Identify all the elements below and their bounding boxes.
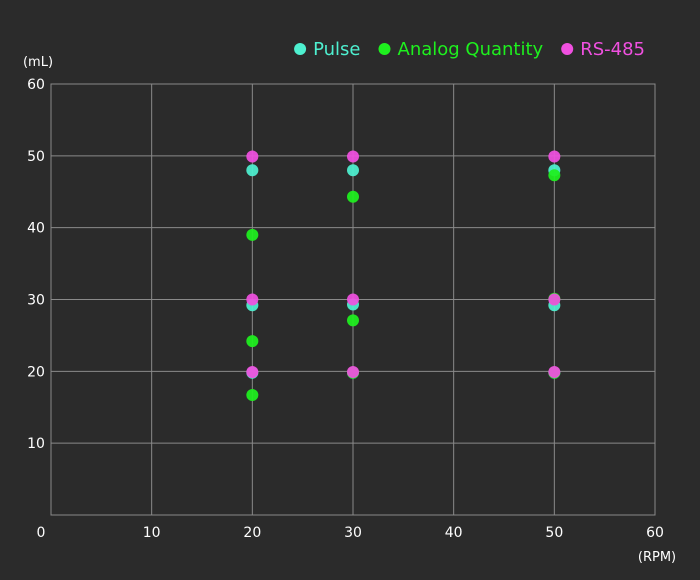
data-point (347, 293, 359, 306)
y-axis-label: (mL) (23, 55, 53, 70)
data-point (246, 293, 259, 306)
data-point (347, 314, 359, 327)
data-point (347, 366, 359, 379)
data-point (347, 150, 359, 163)
data-point (246, 366, 259, 379)
data-point (246, 389, 259, 402)
legend: Pulse Analog Quantity RS-485 (294, 39, 645, 60)
legend-label: RS-485 (580, 39, 645, 60)
data-points (246, 150, 561, 402)
series-pulse (246, 164, 561, 379)
legend-item: Pulse (294, 39, 361, 60)
series-rs-485 (246, 150, 561, 379)
data-point (548, 366, 561, 379)
series-analog-quantity (246, 169, 561, 402)
x-tick-label: 40 (445, 525, 463, 541)
data-point (246, 228, 259, 241)
x-axis-label: (RPM) (638, 550, 676, 565)
x-tick-label: 10 (143, 525, 161, 541)
legend-item: Analog Quantity (378, 39, 544, 60)
x-tick-label: 0 (37, 525, 46, 541)
data-point (548, 293, 561, 306)
data-point (246, 335, 259, 348)
x-tick-label: 20 (243, 525, 261, 541)
x-tick-label: 60 (646, 525, 664, 541)
legend-marker (378, 43, 391, 55)
legend-marker (294, 43, 307, 55)
y-tick-label: 40 (27, 221, 45, 237)
y-tick-label: 60 (27, 77, 45, 93)
x-tick-label: 30 (344, 525, 362, 541)
y-tick-label: 30 (27, 293, 45, 309)
y-tick-label: 10 (27, 436, 45, 452)
data-point (347, 190, 359, 203)
legend-label: Pulse (313, 39, 360, 60)
legend-label: Analog Quantity (398, 39, 544, 60)
data-point (347, 164, 359, 177)
y-tick-label: 50 (27, 149, 45, 165)
legend-item: RS-485 (561, 39, 645, 60)
y-tick-label: 20 (27, 364, 45, 380)
data-point (548, 169, 561, 182)
data-point (246, 150, 259, 163)
legend-marker (561, 43, 574, 55)
data-point (548, 150, 561, 163)
data-point (246, 164, 259, 177)
tick-labels: 0 10 20 30 40 50 60 10 20 30 40 50 60 (27, 77, 664, 541)
x-tick-label: 50 (545, 525, 563, 541)
